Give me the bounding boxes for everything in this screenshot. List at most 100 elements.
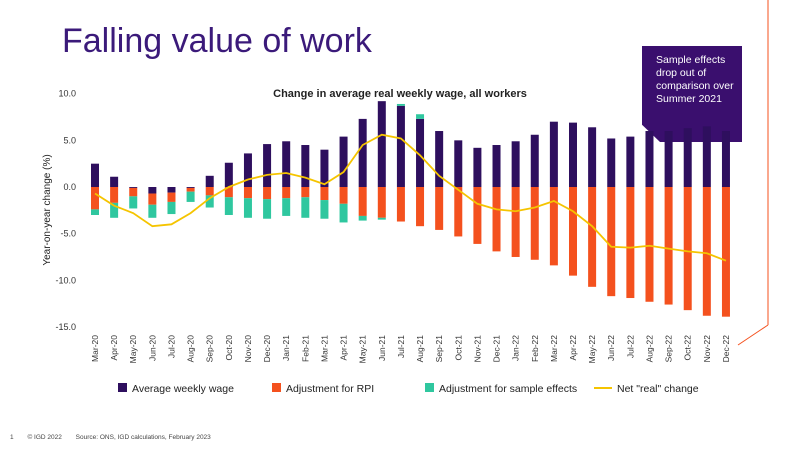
x-tick-label: Nov-20: [243, 335, 253, 363]
x-tick-label: Dec-20: [262, 335, 272, 363]
bar-adjustment-rpi: [339, 187, 348, 204]
x-tick-label: Mar-22: [549, 335, 559, 362]
x-tick-label: Apr-22: [568, 335, 578, 361]
x-tick-label: Nov-21: [472, 335, 482, 363]
legend-swatch: [272, 383, 281, 392]
bar-adjustment-sample: [301, 197, 310, 218]
bar-average-weekly-wage: [569, 122, 577, 187]
line-net-real-change: [94, 133, 727, 262]
x-tick-label: Mar-21: [319, 335, 329, 362]
bar-average-weekly-wage: [473, 147, 482, 187]
bar-adjustment-sample: [186, 191, 195, 202]
bar-adjustment-sample: [224, 197, 233, 215]
bar-average-weekly-wage: [301, 145, 310, 187]
x-tick-label: Jul-21: [396, 335, 406, 358]
bar-average-weekly-wage: [454, 140, 463, 187]
x-tick-label: Aug-21: [415, 335, 425, 363]
bar-adjustment-rpi: [186, 187, 195, 192]
bar-adjustment-sample: [129, 196, 138, 209]
legend-adjustment-rpi: Adjustment for RPI: [272, 383, 374, 395]
legend-label: Net "real" change: [617, 383, 699, 395]
bar-average-weekly-wage: [435, 131, 444, 187]
bar-average-weekly-wage: [224, 162, 233, 187]
bar-average-weekly-wage: [607, 138, 616, 187]
bar-average-weekly-wage: [530, 134, 539, 187]
x-tick-label: Dec-22: [721, 335, 731, 363]
y-axis-label: Year-on-year change (%): [42, 154, 53, 265]
bar-adjustment-sample: [282, 198, 291, 216]
bar-average-weekly-wage: [91, 163, 99, 187]
legend-net-real-change: Net "real" change: [594, 383, 699, 395]
bar-average-weekly-wage: [186, 187, 195, 188]
x-tick-label: Oct-20: [224, 335, 234, 361]
bar-average-weekly-wage: [549, 121, 558, 187]
bar-adjustment-sample: [167, 201, 176, 215]
bar-adjustment-sample: [339, 203, 348, 223]
bar-average-weekly-wage: [702, 126, 711, 187]
bar-average-weekly-wage: [492, 145, 501, 187]
bar-adjustment-rpi: [320, 187, 329, 201]
bar-adjustment-rpi: [721, 187, 730, 317]
bar-adjustment-rpi: [167, 192, 176, 202]
x-tick-label: Feb-22: [530, 335, 540, 362]
bar-average-weekly-wage: [167, 187, 176, 193]
bar-adjustment-sample: [416, 114, 425, 119]
bar-average-weekly-wage: [645, 131, 654, 187]
bar-adjustment-rpi: [416, 187, 425, 227]
bar-adjustment-sample: [320, 200, 329, 219]
x-tick-label: Jun-20: [147, 335, 157, 361]
y-tick-label: -10.0: [55, 275, 76, 285]
x-tick-label: Oct-22: [683, 335, 693, 361]
bar-adjustment-rpi: [626, 187, 635, 299]
x-tick-label: Jul-20: [166, 335, 176, 358]
legend-average-weekly-wage: Average weekly wage: [118, 383, 234, 395]
bar-adjustment-rpi: [129, 187, 138, 197]
bar-adjustment-rpi: [263, 187, 272, 200]
bar-adjustment-rpi: [224, 187, 233, 198]
bar-adjustment-rpi: [549, 187, 558, 266]
bar-adjustment-sample: [110, 202, 119, 218]
bar-adjustment-sample: [377, 217, 386, 220]
bar-average-weekly-wage: [148, 187, 157, 194]
footer: 1 © IGD 2022 Source: ONS, IGD calculatio…: [10, 434, 223, 441]
bar-adjustment-rpi: [511, 187, 520, 257]
bar-average-weekly-wage: [588, 127, 597, 187]
legend-label: Adjustment for sample effects: [439, 383, 577, 395]
bar-adjustment-rpi: [301, 187, 310, 198]
x-tick-label: Jun-22: [606, 335, 616, 361]
bar-average-weekly-wage: [205, 175, 214, 187]
x-tick-label: Sep-21: [434, 335, 444, 363]
x-tick-label: Dec-21: [492, 335, 502, 363]
accent-line-diagonal: [737, 324, 769, 346]
bar-adjustment-rpi: [569, 187, 577, 276]
bar-adjustment-rpi: [645, 187, 654, 302]
bar-average-weekly-wage: [511, 141, 520, 187]
x-tick-label: Aug-22: [644, 335, 654, 363]
x-tick-label: Sep-20: [205, 335, 215, 363]
x-tick-label: Jan-21: [281, 335, 291, 361]
y-tick-label: -15.0: [55, 322, 76, 332]
bar-average-weekly-wage: [626, 136, 635, 187]
legend-adjustment-sample: Adjustment for sample effects: [425, 383, 577, 395]
bar-adjustment-rpi: [492, 187, 501, 252]
bar-adjustment-rpi: [588, 187, 597, 287]
bar-adjustment-rpi: [607, 187, 616, 297]
bar-average-weekly-wage: [129, 187, 138, 188]
x-tick-label: May-20: [128, 335, 138, 364]
bar-adjustment-rpi: [454, 187, 463, 237]
x-tick-label: May-21: [358, 335, 368, 364]
bar-average-weekly-wage: [243, 153, 252, 187]
x-tick-label: Jan-22: [511, 335, 521, 361]
bar-adjustment-rpi: [91, 187, 99, 210]
bar-adjustment-rpi: [435, 187, 444, 230]
bar-adjustment-sample: [358, 215, 367, 221]
bar-average-weekly-wage: [396, 105, 405, 187]
bar-average-weekly-wage: [320, 149, 329, 187]
bar-adjustment-rpi: [243, 187, 252, 199]
x-tick-label: Aug-20: [186, 335, 196, 363]
bar-average-weekly-wage: [683, 128, 692, 187]
bar-average-weekly-wage: [721, 131, 730, 187]
x-tick-label: Nov-22: [702, 335, 712, 363]
bar-average-weekly-wage: [416, 118, 425, 187]
bar-adjustment-sample: [243, 198, 252, 218]
